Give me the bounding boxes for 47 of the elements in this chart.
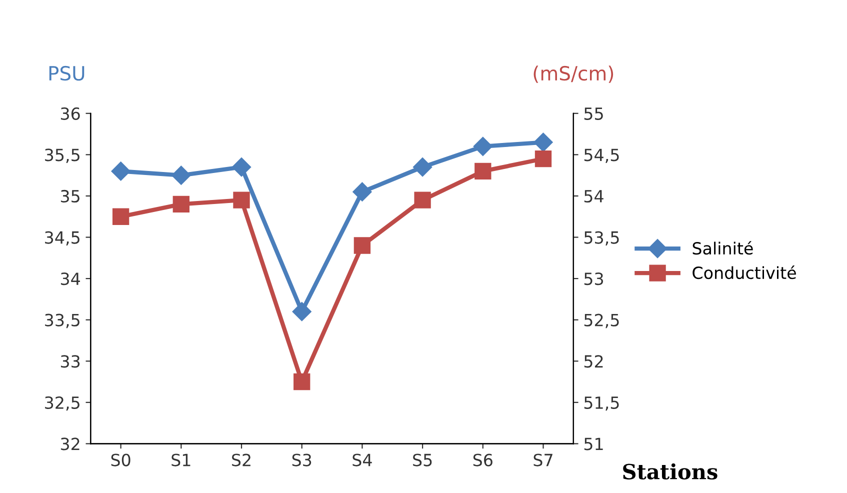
y-tick-label: 33 xyxy=(60,355,80,368)
point xyxy=(414,192,431,208)
y-tick-label: 34 xyxy=(60,272,80,286)
y2-tick-label: 55 xyxy=(584,108,603,120)
y2-tick-label: 54,5 xyxy=(584,148,619,163)
point xyxy=(111,162,130,181)
y2-axis-title: (mS/cm) xyxy=(534,66,614,83)
point xyxy=(352,182,372,202)
y2-tick-label: 53,5 xyxy=(584,231,619,246)
x-axis-title: Stations xyxy=(623,463,718,480)
point xyxy=(233,192,250,208)
legend-label: Salinité xyxy=(692,241,753,255)
point xyxy=(172,166,191,185)
x-tick-label: S1 xyxy=(172,454,190,466)
x-tick-label: S2 xyxy=(232,454,250,466)
point xyxy=(413,158,432,177)
point xyxy=(474,162,492,180)
y-tick-label: 32,5 xyxy=(45,396,80,411)
y-tick-label: 36 xyxy=(60,107,80,120)
point xyxy=(294,373,310,390)
y2-tick-label: 52,5 xyxy=(584,314,619,328)
point xyxy=(534,150,552,168)
legend-label: Conductivité xyxy=(692,266,796,280)
x-tick-label: S7 xyxy=(534,454,552,466)
point xyxy=(473,136,492,156)
x-tick-label: S6 xyxy=(473,454,492,466)
y-tick-label: 35 xyxy=(60,190,80,203)
point xyxy=(112,208,130,225)
x-tick-label: S4 xyxy=(352,454,372,466)
y2-tick-label: 53 xyxy=(584,272,604,286)
point xyxy=(354,237,371,254)
y-tick-label: 34,5 xyxy=(45,231,80,246)
y-tick-label: 32 xyxy=(60,438,80,450)
y-tick-label: 35,5 xyxy=(45,148,80,163)
y2-tick-label: 51,5 xyxy=(584,396,619,411)
x-tick-label: S0 xyxy=(111,454,130,466)
y2-tick-label: 51 xyxy=(584,438,603,450)
y-tick-label: 33,5 xyxy=(45,314,80,328)
point xyxy=(172,196,190,213)
point xyxy=(292,302,312,322)
x-tick-label: S3 xyxy=(292,454,312,466)
x-tick-label: S5 xyxy=(413,454,432,466)
y2-tick-label: 52 xyxy=(584,355,603,368)
point xyxy=(534,132,553,152)
point xyxy=(232,158,252,177)
y-axis-title: PSU xyxy=(49,66,84,81)
y2-tick-label: 54 xyxy=(584,190,604,203)
